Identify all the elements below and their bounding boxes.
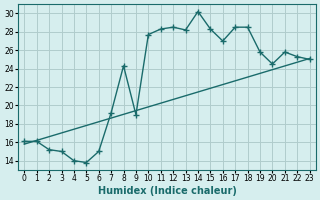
X-axis label: Humidex (Indice chaleur): Humidex (Indice chaleur) — [98, 186, 236, 196]
